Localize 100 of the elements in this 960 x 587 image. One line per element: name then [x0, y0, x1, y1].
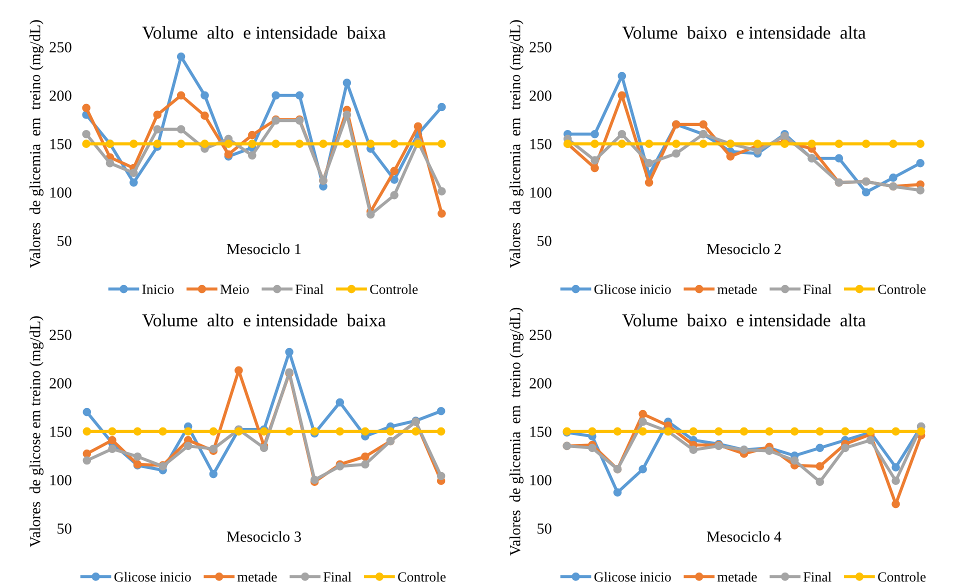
point: [342, 78, 352, 87]
point: [366, 140, 375, 148]
point: [342, 110, 352, 119]
y-axis-title: Valores de glicemia em treino (mg/dL): [30, 20, 44, 268]
y-tick-label: 100: [530, 187, 552, 198]
point: [130, 168, 138, 178]
y-tick-label: 200: [530, 90, 552, 101]
point: [638, 465, 647, 474]
legend-label: Glicose inicio: [594, 284, 671, 294]
point: [319, 140, 328, 148]
point: [295, 140, 304, 148]
point: [386, 427, 395, 436]
point: [638, 418, 647, 426]
point: [862, 140, 870, 148]
point: [82, 408, 92, 416]
point: [133, 452, 142, 461]
point: [590, 140, 599, 148]
point: [834, 140, 844, 148]
x-axis-title: Mesociclo 2: [706, 243, 781, 254]
point: [176, 140, 186, 148]
legend-label: Glicose inicio: [114, 572, 191, 582]
point: [916, 427, 926, 436]
point: [361, 460, 370, 469]
point: [889, 140, 898, 148]
point: [808, 140, 816, 148]
y-axis-title: Valores de glicose em treino (mg/dL): [30, 316, 44, 548]
point: [82, 104, 90, 112]
point: [200, 140, 209, 148]
point: [436, 472, 446, 480]
point: [916, 159, 925, 168]
point: [184, 442, 192, 450]
point: [272, 91, 280, 100]
chart-title: Volume alto e intensidade baixa: [142, 26, 386, 39]
point: [130, 140, 138, 148]
point: [889, 174, 898, 182]
legend-label: metade: [237, 572, 277, 582]
x-axis-title: Mesociclo 4: [706, 531, 782, 542]
point: [82, 450, 92, 458]
point: [390, 166, 398, 176]
legend-label: metade: [717, 572, 757, 582]
point: [224, 140, 233, 148]
y-tick-label: 250: [530, 330, 552, 340]
point: [336, 398, 344, 407]
point: [272, 140, 280, 148]
point: [248, 151, 256, 160]
point: [613, 488, 622, 497]
point: [618, 72, 626, 80]
legend-label: Meio: [220, 284, 249, 294]
point: [82, 427, 92, 436]
point: [866, 436, 875, 444]
y-tick-label: 200: [50, 378, 72, 388]
point: [590, 164, 599, 172]
point: [184, 427, 192, 436]
point: [108, 427, 116, 436]
point: [816, 444, 824, 452]
point: [438, 187, 446, 196]
point: [892, 427, 900, 436]
y-tick-label: 50: [538, 236, 552, 246]
point: [916, 140, 925, 148]
point: [816, 427, 824, 436]
point: [672, 140, 680, 148]
point: [644, 140, 654, 148]
point: [714, 427, 723, 436]
chart-title: Volume baixo e intensidade alta: [622, 26, 866, 39]
point: [153, 125, 162, 134]
point: [588, 444, 596, 452]
point: [841, 444, 850, 452]
legend-label: Glicose inicio: [594, 572, 671, 582]
x-axis-title: Mesociclo 3: [226, 531, 301, 542]
legend-label: Controle: [878, 284, 926, 294]
point: [438, 209, 446, 218]
point: [295, 91, 304, 100]
y-tick-label: 100: [50, 187, 72, 198]
legend-label: Controle: [878, 572, 926, 582]
point: [438, 140, 446, 148]
point: [82, 456, 92, 465]
point: [618, 140, 626, 148]
legend-label: Final: [804, 284, 832, 294]
point: [790, 427, 799, 436]
point: [133, 427, 142, 436]
y-tick-label: 50: [58, 236, 72, 246]
legend-label: Final: [296, 284, 324, 294]
y-tick-label: 150: [530, 426, 552, 437]
point: [108, 436, 116, 444]
y-tick-label: 200: [530, 378, 552, 388]
point: [336, 427, 344, 436]
point: [176, 125, 186, 134]
point: [390, 190, 398, 200]
chart-title: Volume baixo e intensidade alta: [622, 314, 866, 327]
point: [816, 478, 824, 486]
y-tick-label: 250: [50, 330, 72, 340]
point: [412, 427, 420, 436]
legend-label: Final: [324, 572, 352, 582]
point: [765, 446, 774, 455]
point: [618, 130, 626, 138]
y-tick-label: 100: [530, 475, 552, 486]
legend-label: Final: [804, 572, 832, 582]
point: [590, 156, 599, 164]
point: [130, 178, 138, 187]
point: [200, 91, 209, 100]
